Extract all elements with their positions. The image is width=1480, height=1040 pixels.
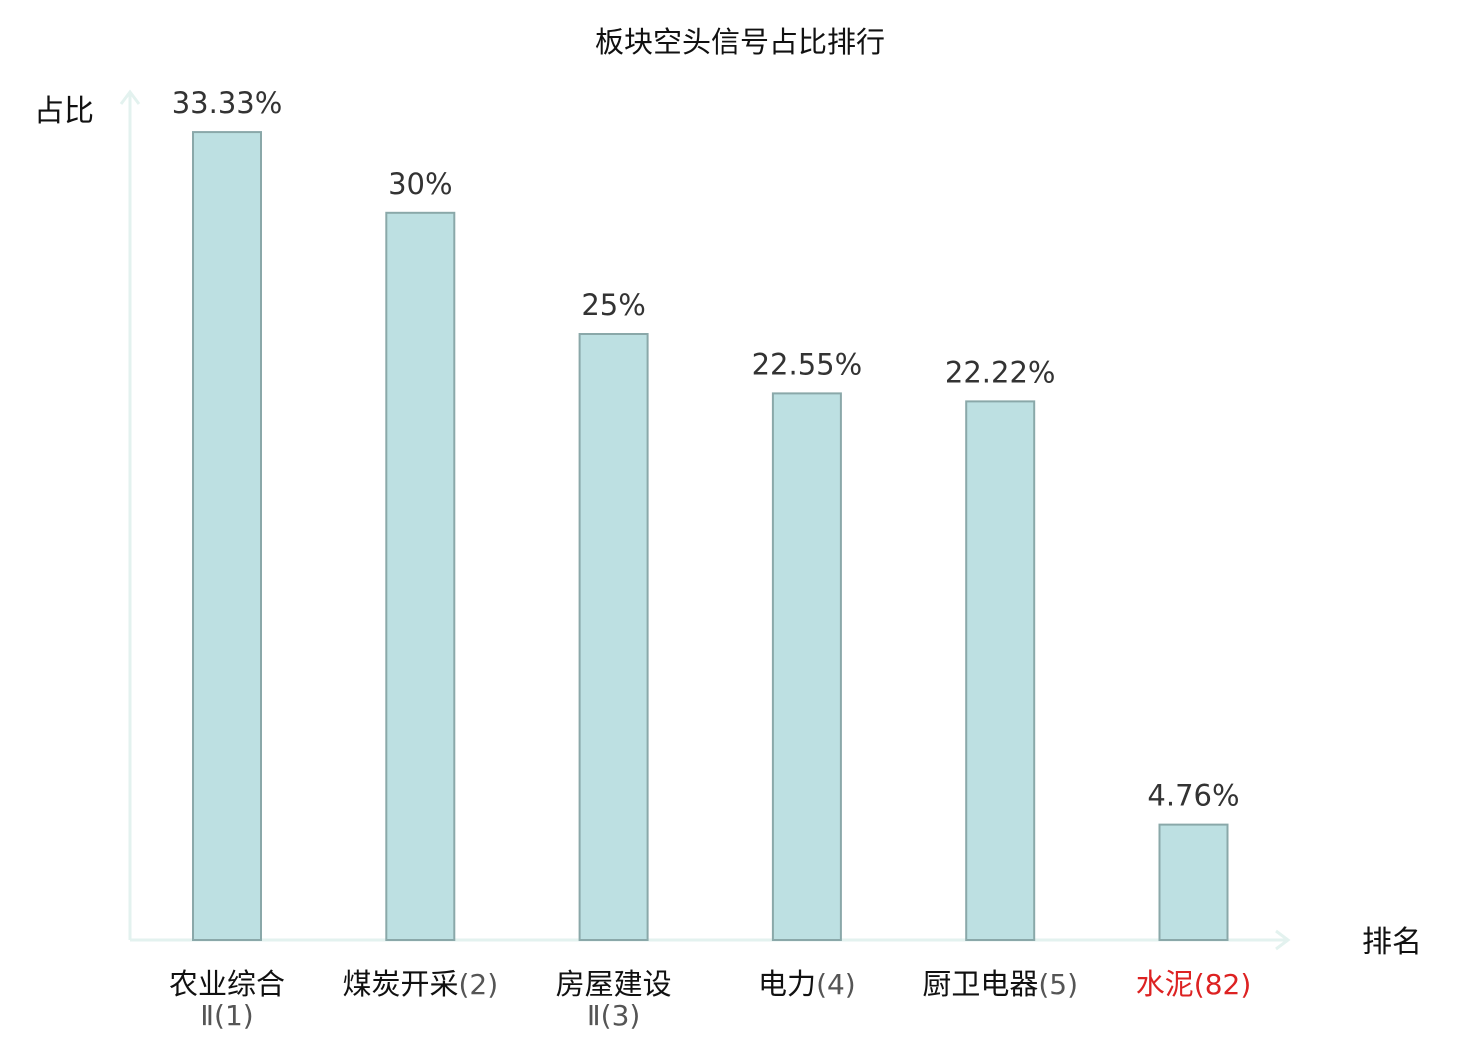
category-name: 房屋建设 xyxy=(556,967,672,1001)
category-labels: 农业综合 Ⅱ(1) 煤炭开采(2) 房屋建设 Ⅱ(3) 电力(4) 厨卫电器(5) 水泥(82… xyxy=(169,967,1251,1032)
x-tick-label: 厨卫电器(5) xyxy=(922,967,1078,1001)
category-name: 农业综合 xyxy=(169,967,285,1001)
data-label: 25% xyxy=(581,288,645,322)
x-tick-label: 农业综合 Ⅱ(1) xyxy=(169,967,285,1032)
value-labels: 33.33% 30% 25% 22.55% 22.22% 4.76% xyxy=(172,86,1240,813)
bar xyxy=(965,400,1036,941)
x-axis-label: 排名 xyxy=(1362,925,1422,960)
category-rank: (82) xyxy=(1194,968,1251,1001)
data-label: 33.33% xyxy=(172,86,283,120)
category-rank: (5) xyxy=(1038,968,1078,1001)
data-label: 22.55% xyxy=(752,347,863,381)
y-axis xyxy=(119,89,141,940)
category-rank: (4) xyxy=(816,968,856,1001)
category-rank: (2) xyxy=(458,968,498,1001)
bar xyxy=(1158,823,1229,942)
category-name: 电力 xyxy=(758,967,816,1001)
x-axis xyxy=(130,929,1291,951)
bar xyxy=(578,333,649,941)
chart-title: 板块空头信号占比排行 xyxy=(595,25,885,59)
bar xyxy=(385,211,456,942)
x-tick-label: 煤炭开采(2) xyxy=(342,967,498,1001)
category-rank: Ⅱ(1) xyxy=(200,999,253,1032)
y-axis-label: 占比 xyxy=(34,94,94,129)
data-label: 22.22% xyxy=(945,355,1056,389)
category-rank: Ⅱ(3) xyxy=(587,999,640,1032)
x-tick-label: 房屋建设 Ⅱ(3) xyxy=(556,967,672,1032)
bar-series xyxy=(192,131,1229,942)
x-tick-label: 电力(4) xyxy=(758,967,856,1001)
category-name: 厨卫电器 xyxy=(922,967,1038,1001)
data-label: 30% xyxy=(388,167,452,201)
bar xyxy=(771,392,842,941)
data-label: 4.76% xyxy=(1147,779,1239,813)
category-name: 煤炭开采 xyxy=(342,967,458,1001)
x-tick-label: 水泥(82) xyxy=(1136,967,1252,1001)
category-name: 水泥 xyxy=(1136,967,1194,1001)
bar xyxy=(192,131,262,941)
